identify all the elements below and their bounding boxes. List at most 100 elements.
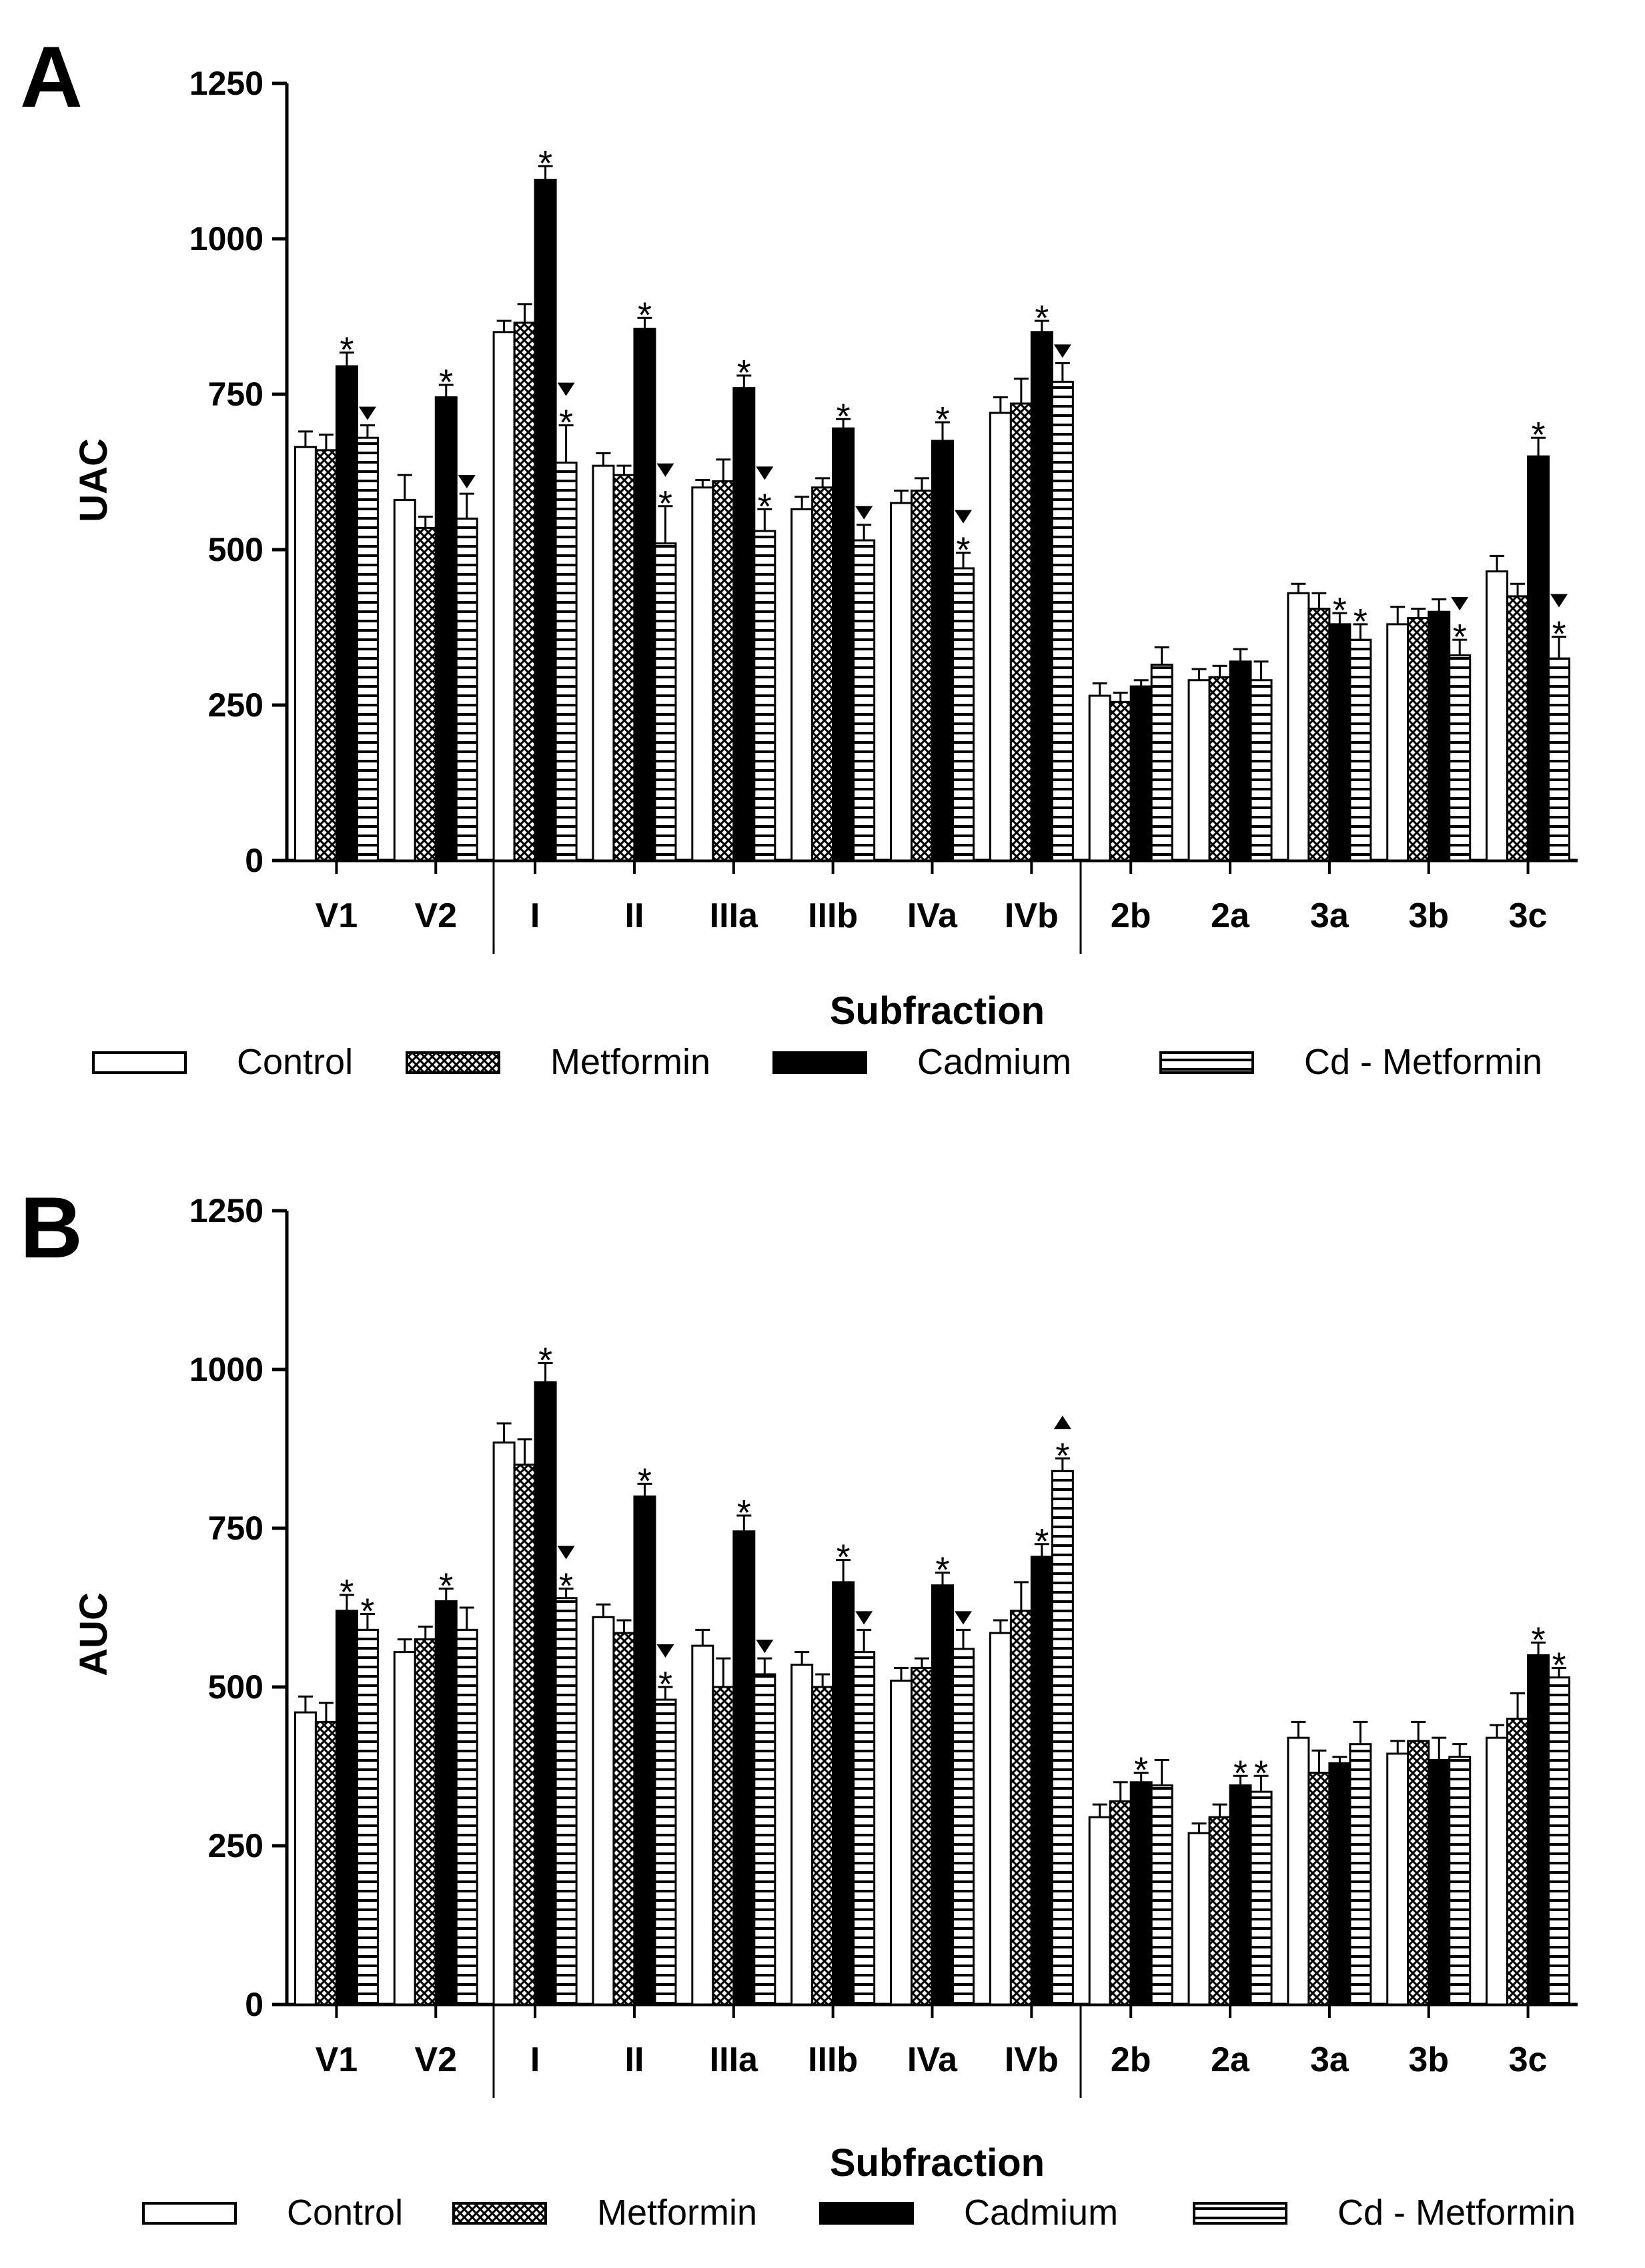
- panel-a-annotation-iva-cd-metformin-0: [955, 510, 972, 524]
- panel-b-annotation-v2-cadmium-0: *: [439, 1566, 453, 1606]
- panel-a-bar-v2-cd-metformin: [455, 517, 478, 862]
- panel-a-bar-3b-cd-metformin: [1448, 654, 1472, 862]
- panel-a-bar-2a-metformin: [1208, 676, 1231, 862]
- panel-b-bar-ivb-cadmium: [1030, 1556, 1053, 2006]
- panel-b-y-tick-label-1250: 1250: [189, 1192, 263, 1229]
- panel-a-bar-3a-control: [1287, 592, 1310, 862]
- panel-b-annotation-ii-cd-metformin-0: [656, 1644, 674, 1658]
- panel-a-legend-label-cadmium: Cadmium: [917, 1042, 1071, 1082]
- panel-b-bar-3a-metformin: [1307, 1772, 1331, 2006]
- panel-a-legend-label-metformin: Metformin: [550, 1042, 710, 1082]
- panel-a-bar-iva-control: [890, 502, 913, 862]
- panel-a-category-label-3c: 3c: [1509, 897, 1548, 935]
- panel-b-bar-2a-control: [1187, 1832, 1211, 2006]
- panel-a-bar-ii-control: [592, 464, 615, 862]
- panel-a-bar-2a-control: [1187, 679, 1211, 862]
- panel-a-bar-ivb-metformin: [1009, 402, 1033, 862]
- panel-a-bar-3b-metformin: [1407, 617, 1430, 862]
- panel-b-bar-ii-control: [592, 1616, 615, 2006]
- panel-a-annotation-iiia-cd-metformin-0: [756, 466, 774, 480]
- panel-a-bar-3a-metformin: [1307, 608, 1331, 862]
- panel-a-bar-iva-metformin: [911, 489, 933, 862]
- panel-b-bar-i-control: [492, 1441, 516, 2006]
- panel-a-bar-3b-control: [1386, 623, 1410, 862]
- panel-b-category-label-ii: II: [625, 2041, 644, 2079]
- panel-b-bar-2b-cadmium: [1129, 1781, 1153, 2006]
- panel-a-annotation-3a-cd-metformin-0: *: [1353, 602, 1367, 642]
- panel-b-y-tick-label-250: 250: [208, 1827, 263, 1864]
- panel-b-annotation-3c-cadmium-0: *: [1532, 1620, 1546, 1660]
- panel-a-category-label-v1: V1: [316, 897, 358, 935]
- panel-a-category-label-ivb: IVb: [1005, 897, 1059, 935]
- panel-a-category-label-2a: 2a: [1211, 897, 1250, 935]
- panel-a-annotation-iiia-cd-metformin-1: *: [758, 486, 772, 526]
- panel-a-annotation-3b-cd-metformin-1: *: [1453, 617, 1467, 657]
- panel-a: A UAC Subfraction Control Metformin Cadmiu…: [20, 28, 1578, 1082]
- panel-a-y-tick-label-1000: 1000: [189, 220, 263, 257]
- panel-a-y-axis-title: UAC: [72, 438, 115, 522]
- panel-a-category-label-iiib: IIIb: [808, 897, 858, 935]
- panel-b-annotation-ii-cadmium-0: *: [638, 1461, 652, 1501]
- panel-b-bar-2a-cd-metformin: [1249, 1790, 1273, 2006]
- panel-b-legend-swatch-control: [142, 2202, 237, 2225]
- panel-b-category-label-i: I: [530, 2041, 540, 2079]
- panel-b-annotation-ii-cd-metformin-1: *: [658, 1664, 672, 1704]
- panel-b-bar-3c-cadmium: [1527, 1654, 1550, 2006]
- panel-a-annotation-iiib-cadmium-0: *: [837, 396, 851, 436]
- panel-b-bar-iiia-cadmium: [732, 1530, 756, 2006]
- panel-b-bar-3a-cd-metformin: [1349, 1743, 1372, 2006]
- panel-a-category-label-ii: II: [625, 897, 644, 935]
- panel-a-category-label-3b: 3b: [1408, 897, 1449, 935]
- panel-b-annotation-2a-cadmium-0: *: [1233, 1753, 1247, 1793]
- panel-b-bar-3c-cd-metformin: [1548, 1676, 1571, 2006]
- panel-a-annotation-ii-cd-metformin-0: [656, 463, 674, 477]
- panel-b-category-label-2a: 2a: [1211, 2041, 1250, 2079]
- panel-a-y-tick-label-1250: 1250: [189, 65, 263, 102]
- panel-a-annotation-ivb-cadmium-0: *: [1035, 298, 1049, 338]
- panel-a-annotation-ivb-cd-metformin-0: [1053, 344, 1071, 358]
- panel-a-bar-i-cd-metformin: [554, 462, 578, 862]
- panel-b-annotation-2b-cadmium-0: *: [1134, 1750, 1148, 1790]
- panel-a-y-tick-label-500: 500: [208, 531, 263, 568]
- panel-a-bar-iiib-metformin: [811, 486, 835, 862]
- panel-b-bar-iiia-cd-metformin: [753, 1673, 776, 2006]
- panel-a-bar-2b-cadmium: [1129, 685, 1153, 862]
- panel-a-category-label-iiia: IIIa: [710, 897, 758, 935]
- panel-b-annotation-v1-cd-metformin-0: *: [360, 1592, 374, 1632]
- panel-a-annotation-iva-cd-metformin-1: *: [956, 530, 970, 570]
- panel-a-category-label-iva: IVa: [907, 897, 958, 935]
- panel-a-bar-ii-metformin: [612, 474, 636, 862]
- panel-b-legend-swatch-cadmium: [819, 2202, 914, 2225]
- panel-b-y-tick-label-750: 750: [208, 1510, 263, 1547]
- panel-a-bar-ivb-cadmium: [1030, 331, 1053, 862]
- panel-b-letter: B: [20, 1179, 83, 1276]
- panel-b-x-axis-title: Subfraction: [830, 2141, 1045, 2185]
- panel-a-bar-iiia-cd-metformin: [753, 530, 776, 862]
- panel-b-bar-v1-cd-metformin: [356, 1628, 379, 2006]
- panel-a-category-label-3a: 3a: [1310, 897, 1349, 935]
- panel-b-category-label-3c: 3c: [1509, 2041, 1548, 2079]
- panel-a-annotation-v2-cadmium-0: *: [439, 362, 453, 402]
- panel-b-legend-label-metformin: Metformin: [597, 2193, 757, 2233]
- panel-b-bar-i-cadmium: [534, 1381, 557, 2006]
- panel-b-legend-swatch-metformin: [452, 2202, 547, 2225]
- panel-a-legend-label-cd-metformin: Cd - Metformin: [1304, 1042, 1542, 1082]
- panel-b-bar-iva-control: [890, 1679, 913, 2006]
- panel-b-bar-i-cd-metformin: [554, 1597, 578, 2006]
- panel-b-bar-v2-cd-metformin: [455, 1628, 478, 2006]
- panel-a-legend-swatch-cd-metformin: [1159, 1051, 1254, 1074]
- panel-b: B AUC Subfraction Control Metformin Cadmiu…: [20, 1179, 1578, 2233]
- panel-a-annotation-i-cd-metformin-1: *: [559, 403, 573, 443]
- panel-a-letter: A: [20, 28, 83, 125]
- panel-b-annotation-i-cadmium-0: *: [538, 1340, 552, 1380]
- panel-b-legend-swatch-cd-metformin: [1193, 2202, 1287, 2225]
- panel-b-category-label-iva: IVa: [907, 2041, 958, 2079]
- panel-a-bar-3a-cd-metformin: [1349, 638, 1372, 862]
- panel-a-y-tick-label-250: 250: [208, 686, 263, 724]
- panel-a-annotation-3b-cd-metformin-0: [1451, 597, 1469, 611]
- panel-a-bar-v1-metformin: [314, 449, 338, 862]
- panel-a-bar-iiib-cadmium: [832, 427, 855, 862]
- panel-b-bar-iiib-cadmium: [832, 1581, 855, 2006]
- panel-b-annotation-iiib-cadmium-0: *: [837, 1538, 851, 1578]
- panel-a-annotation-i-cd-metformin-0: [557, 382, 575, 396]
